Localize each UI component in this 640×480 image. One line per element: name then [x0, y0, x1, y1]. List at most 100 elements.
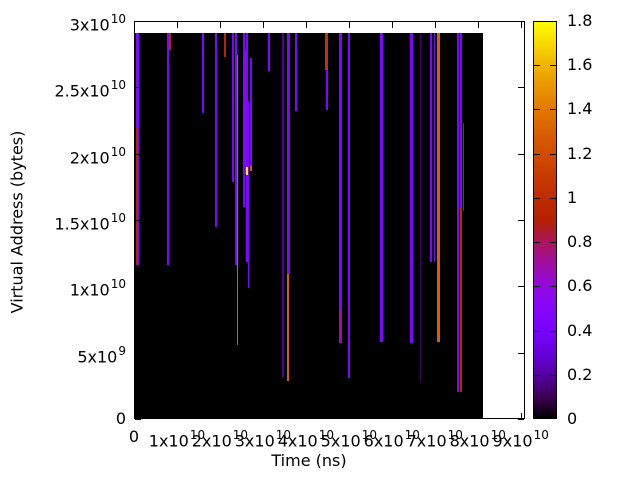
heatmap-line — [460, 32, 463, 207]
heatmap-line — [460, 206, 463, 393]
y-axis-tick-label: 0 — [115, 409, 126, 428]
heatmap-line — [244, 50, 247, 174]
colorbar-tick — [534, 286, 540, 288]
x-axis-tick-label: 3x1010 — [234, 428, 292, 451]
heatmap-line — [409, 32, 413, 344]
y-axis-tick — [135, 419, 141, 420]
colorbar-tick-mirror — [550, 330, 556, 332]
colorbar-tick — [534, 65, 540, 67]
colorbar-tick-label: 1 — [567, 187, 578, 207]
x-axis-tick — [262, 413, 264, 419]
heatmap-line — [250, 165, 252, 171]
x-axis-tick-label: 9x1010 — [492, 428, 549, 451]
x-axis-tick-mirror — [176, 22, 178, 28]
y-axis-tick — [135, 286, 141, 288]
colorbar-tick-mirror — [550, 242, 556, 244]
heatmap-line — [287, 274, 290, 381]
colorbar-tick-label: 1.8 — [567, 11, 593, 30]
x-axis-tick-mirror — [305, 22, 307, 28]
y-axis-tick — [135, 21, 141, 22]
heatmap-line — [232, 32, 234, 182]
heatmap-line — [201, 32, 204, 113]
x-axis-tick-mirror — [348, 22, 350, 28]
heatmap-line — [166, 32, 170, 266]
heatmap-line — [246, 32, 249, 263]
heatmap-line — [430, 32, 433, 263]
heatmap-line — [234, 32, 237, 266]
x-axis-tick-label: 7x1010 — [406, 428, 463, 451]
y-axis-tick — [135, 153, 141, 155]
colorbar-tick — [534, 153, 540, 155]
x-axis-tick — [176, 413, 178, 419]
y-axis-tick-label: 5x109 — [77, 343, 126, 366]
heatmap-line — [348, 32, 351, 378]
heatmap-line — [282, 32, 285, 377]
plot-frame — [134, 21, 525, 419]
colorbar-tick-mirror — [550, 109, 556, 111]
x-axis-tick — [520, 413, 522, 419]
y-axis-tick-label: 2.5x1010 — [54, 78, 126, 101]
heatmap-line — [326, 70, 328, 110]
colorbar-tick-mirror — [550, 65, 556, 67]
x-axis-tick-mirror — [434, 22, 436, 28]
heatmap-line — [294, 32, 297, 112]
heatmap-line — [437, 32, 440, 343]
colorbar-tick-label: 0.8 — [567, 232, 593, 252]
y-axis-tick — [135, 87, 141, 89]
colorbar-tick-label: 0 — [567, 409, 578, 428]
colorbar-tick-mirror — [550, 153, 556, 155]
heatmap-line — [419, 32, 422, 381]
x-axis-tick-mirror — [391, 22, 393, 28]
x-axis-tick-mirror — [262, 22, 264, 28]
x-axis-tick — [134, 413, 135, 419]
y-axis-tick-mirror — [518, 352, 524, 354]
heatmap-line — [267, 32, 270, 72]
y-axis-tick-mirror — [518, 153, 524, 155]
y-axis-tick-label: 3x1010 — [69, 12, 126, 35]
heatmap-line — [456, 32, 459, 393]
x-axis-tick-label: 5x1010 — [320, 428, 377, 451]
x-axis-tick — [477, 413, 479, 419]
x-axis-tick-label: 0 — [128, 427, 140, 446]
y-axis-tick-mirror — [518, 21, 524, 22]
x-axis-tick-label: 8x1010 — [449, 428, 506, 451]
heatmap-line — [214, 32, 218, 227]
y-axis-tick-mirror — [518, 220, 524, 221]
x-axis-tick-mirror — [219, 22, 221, 28]
heatmap-line — [136, 32, 140, 266]
colorbar-tick — [534, 197, 540, 199]
colorbar-tick — [534, 374, 540, 376]
x-axis-tick-label: 4x1010 — [277, 428, 335, 451]
heatmap-line — [246, 166, 249, 175]
heatmap-line — [243, 32, 246, 207]
heatmap-line — [433, 32, 436, 263]
colorbar-tick-label: 1.4 — [567, 99, 593, 119]
y-axis-tick — [135, 352, 141, 354]
heatmap-line — [224, 32, 226, 57]
x-axis-tick-label: 1x1010 — [148, 428, 206, 451]
colorbar-tick-label: 1.6 — [567, 55, 593, 75]
heatmap-line — [379, 32, 383, 343]
colorbar-tick — [534, 330, 540, 332]
colorbar-tick — [534, 242, 540, 244]
x-axis-tick — [348, 413, 350, 419]
y-axis-title: Virtual Address (bytes) — [7, 130, 27, 314]
x-axis-tick-mirror — [134, 22, 135, 28]
colorbar-tick-mirror — [550, 374, 556, 376]
y-axis-tick-label: 1x1010 — [69, 277, 126, 300]
colorbar-tick-label: 0.6 — [567, 276, 593, 296]
heatmap-line — [250, 58, 252, 166]
x-axis-tick — [219, 413, 221, 419]
x-axis-tick — [434, 413, 436, 419]
heatmap-line — [169, 32, 171, 51]
heatmap-line — [339, 32, 342, 311]
colorbar-tick — [534, 109, 540, 111]
x-axis-tick — [305, 413, 307, 419]
colorbar-tick-label: 0.4 — [567, 320, 593, 340]
y-axis-tick-mirror — [518, 87, 524, 89]
heatmap-line — [136, 127, 138, 266]
heatmap-line — [247, 100, 250, 288]
x-axis-title: Time (ns) — [271, 451, 347, 470]
y-axis-tick-mirror — [518, 419, 524, 420]
